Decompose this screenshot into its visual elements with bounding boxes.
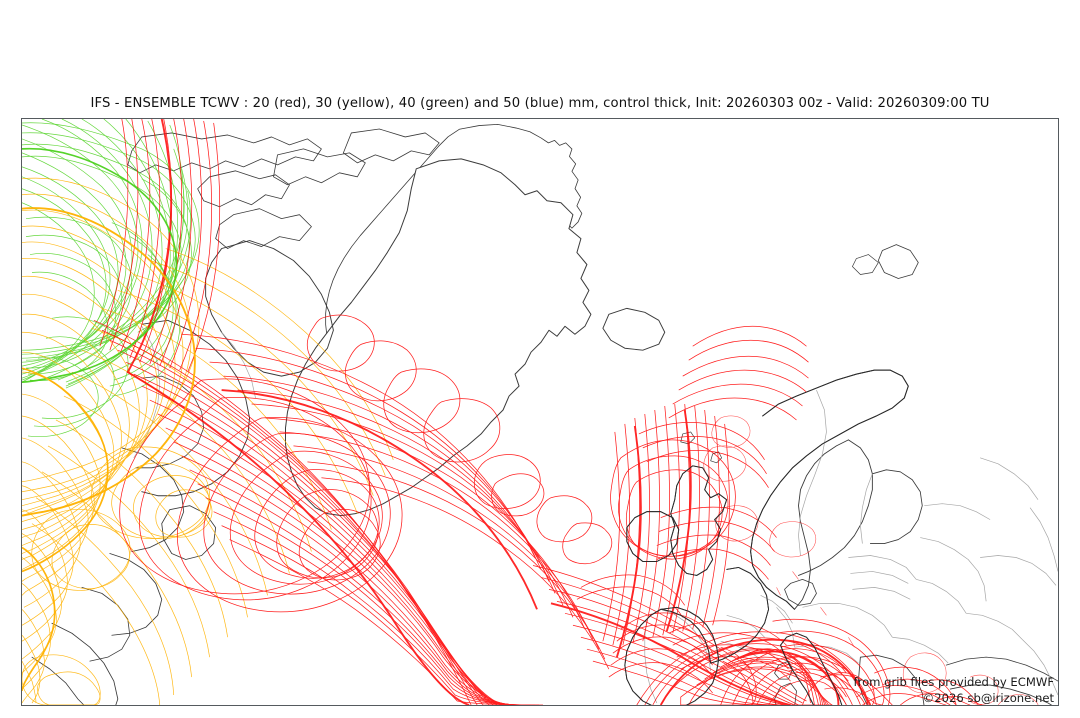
coastlines-overlay — [624, 369, 909, 705]
control-lines-layer — [22, 147, 196, 692]
page-title: IFS - ENSEMBLE TCWV : 20 (red), 30 (yell… — [90, 96, 990, 111]
copyright-attribution: ©2026 sb@irizone.net — [922, 691, 1054, 705]
map-svg — [22, 119, 1058, 705]
source-attribution: from grib files provided by ECMWF — [853, 675, 1055, 689]
contour-group-20mm — [93, 119, 1039, 705]
chart-title-bar: IFS - ENSEMBLE TCWV : 20 (red), 30 (yell… — [0, 92, 1080, 112]
coastlines-layer — [31, 123, 1058, 705]
contour-group-30mm — [22, 177, 394, 705]
contour-group-40mm — [22, 119, 200, 438]
map-canvas[interactable] — [21, 118, 1059, 706]
